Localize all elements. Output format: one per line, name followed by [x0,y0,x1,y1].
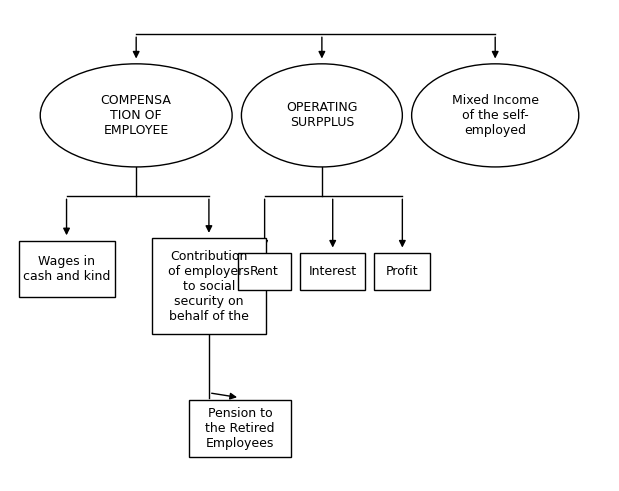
FancyBboxPatch shape [300,253,365,290]
Ellipse shape [40,64,232,167]
FancyBboxPatch shape [189,400,291,457]
FancyBboxPatch shape [19,241,115,297]
Text: Pension to
the Retired
Employees: Pension to the Retired Employees [205,407,275,450]
Text: Rent: Rent [250,265,279,278]
Text: Profit: Profit [386,265,418,278]
FancyBboxPatch shape [238,253,291,290]
Text: Contribution
of employers
to social
security on
behalf of the: Contribution of employers to social secu… [168,249,250,323]
Text: COMPENSA
TION OF
EMPLOYEE: COMPENSA TION OF EMPLOYEE [101,94,171,137]
FancyBboxPatch shape [152,238,266,334]
Ellipse shape [412,64,579,167]
Ellipse shape [241,64,402,167]
Text: Mixed Income
of the self-
employed: Mixed Income of the self- employed [452,94,539,137]
FancyBboxPatch shape [374,253,430,290]
Text: Wages in
cash and kind: Wages in cash and kind [23,255,110,283]
Text: Interest: Interest [309,265,357,278]
Text: OPERATING
SURPPLUS: OPERATING SURPPLUS [286,101,358,130]
